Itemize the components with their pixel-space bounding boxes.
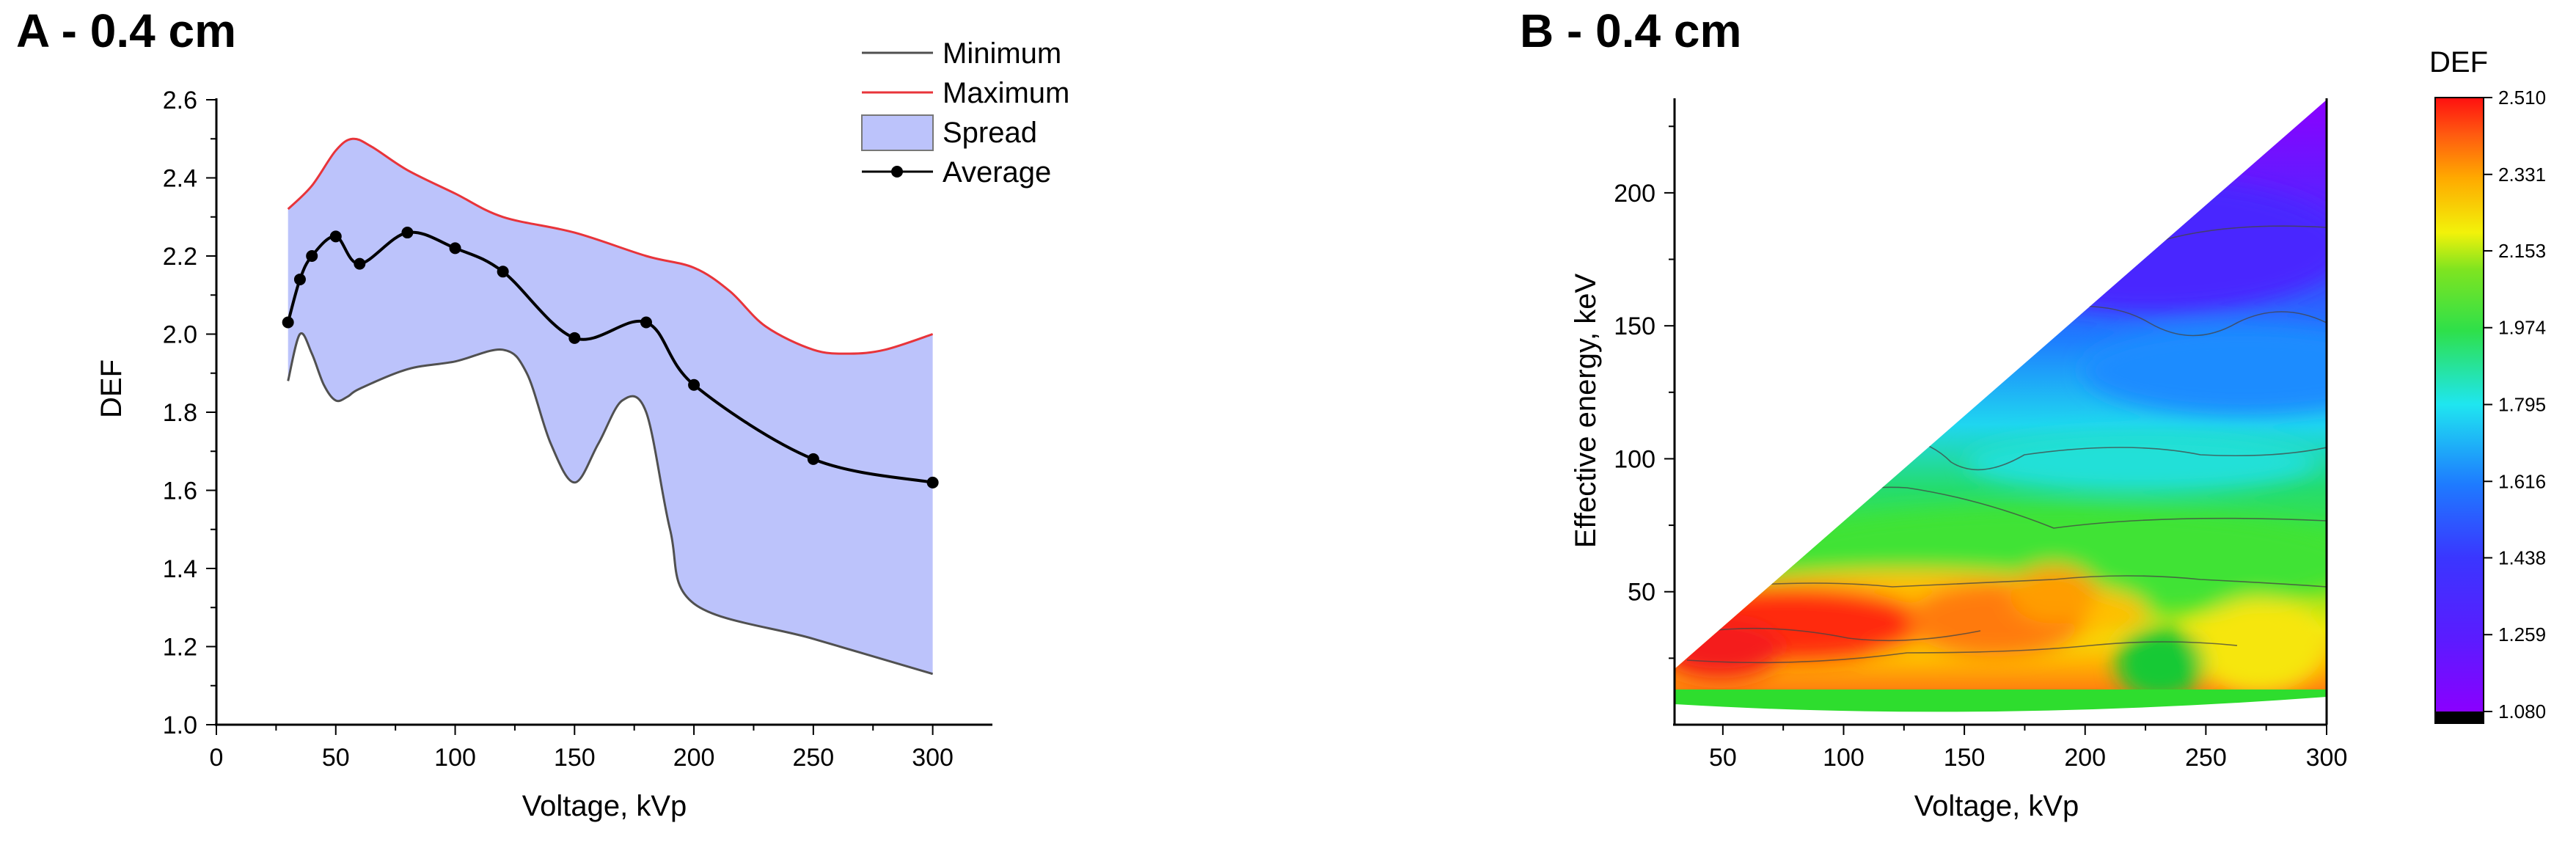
- field-bottom-edge: [1675, 697, 2327, 723]
- x-ticks: 0 50 100 150 200 250 300: [210, 725, 954, 772]
- x-tick-label-150: 150: [554, 744, 596, 772]
- b-y-ticks: 50 100 150 200: [1614, 125, 1675, 659]
- blob-yellow-right: [2193, 598, 2325, 693]
- legend-item-spread: Spread: [861, 114, 1037, 151]
- average-point-200: [688, 378, 700, 391]
- colorbar-ticks: 2.510 2.331 2.153 1.974 1.795 1.616 1.438 1.259…: [2484, 87, 2546, 723]
- average-points: [282, 227, 939, 489]
- b-y-tick-label-200: 200: [1614, 180, 1655, 208]
- colorbar-tick-label-1.259: 1.259: [2498, 623, 2546, 645]
- average-point-150: [568, 332, 581, 344]
- average-point-50: [329, 230, 342, 243]
- b-x-tick-label-200: 200: [2064, 744, 2106, 772]
- blob-orange-upper: [2010, 565, 2098, 623]
- blob-green-dark: [2116, 627, 2204, 700]
- legend-label-spread: Spread: [943, 117, 1037, 149]
- colorbar-title: DEF: [2429, 46, 2488, 78]
- contour-field: [1675, 100, 2327, 723]
- series-maximum: [287, 137, 934, 355]
- legend-item-maximum: Maximum: [862, 77, 1069, 109]
- series-minimum: [287, 332, 934, 676]
- b-x-tick-label-50: 50: [1709, 744, 1737, 772]
- colorbar-frame: [2434, 97, 2484, 724]
- blob-cyan: [1966, 433, 2318, 491]
- legend-item-minimum: Minimum: [862, 37, 1061, 70]
- b-x-tick-label-100: 100: [1823, 744, 1865, 772]
- colorbar-tick-label-1.974: 1.974: [2498, 317, 2546, 339]
- b-y-tick-label-100: 100: [1614, 445, 1655, 473]
- x-tick-label-200: 200: [673, 744, 715, 772]
- colorbar-tick-label-1.616: 1.616: [2498, 470, 2546, 492]
- b-x-ticks: 50 100 150 200 250 300: [1709, 725, 2347, 772]
- panel-b-title: B - 0.4 cm: [1520, 4, 1741, 57]
- colorbar-below-range: [2435, 712, 2484, 723]
- average-point-30: [282, 316, 294, 329]
- b-x-axis-label: Voltage, kVp: [1914, 790, 2079, 822]
- average-point-180: [640, 316, 652, 329]
- contour-line-2: [2053, 305, 2327, 337]
- blob-red-core: [1675, 587, 1929, 660]
- x-tick-label-100: 100: [434, 744, 476, 772]
- colorbar-tick-label-1.795: 1.795: [2498, 394, 2546, 416]
- y-tick-label-2.0: 2.0: [163, 321, 197, 349]
- b-y-tick-label-50: 50: [1628, 579, 1655, 607]
- average-point-35: [293, 273, 306, 285]
- b-y-axis-label: Effective energy, keV: [1570, 274, 1602, 549]
- legend-marker-average: [891, 166, 903, 178]
- legend: Minimum Maximum Spread Average: [861, 37, 1069, 189]
- colorbar-tick-label-2.510: 2.510: [2498, 87, 2546, 109]
- legend-label-minimum: Minimum: [943, 37, 1061, 70]
- colorbar-tick-label-1.438: 1.438: [2498, 546, 2546, 568]
- panel-a-title: A - 0.4 cm: [16, 4, 236, 57]
- average-point-250: [807, 453, 819, 465]
- b-x-tick-label-300: 300: [2306, 744, 2348, 772]
- colorbar: DEF 2.510 2.331 2.153 1.974 1.795 1.616 1.438 1…: [2429, 46, 2546, 724]
- b-x-tick-label-250: 250: [2185, 744, 2227, 772]
- average-point-120: [497, 266, 509, 278]
- contour-lines: [1686, 225, 2327, 664]
- y-tick-label-1.0: 1.0: [163, 712, 197, 739]
- y-axis-label: DEF: [95, 359, 128, 418]
- average-point-40: [306, 250, 318, 262]
- average-point-100: [449, 242, 461, 255]
- contour-line-5: [1723, 575, 2327, 588]
- y-tick-label-1.2: 1.2: [163, 634, 197, 662]
- average-point-80: [401, 227, 414, 239]
- blob-blue-upper: [1951, 180, 2327, 312]
- x-tick-label-250: 250: [792, 744, 834, 772]
- y-tick-label-1.6: 1.6: [163, 478, 197, 505]
- y-tick-label-2.2: 2.2: [163, 243, 197, 271]
- spread-area: [288, 139, 933, 674]
- panel-b: B - 0.4 cm: [1520, 4, 2546, 822]
- legend-label-maximum: Maximum: [943, 77, 1069, 109]
- legend-label-average: Average: [943, 156, 1051, 189]
- colorbar-tick-label-2.331: 2.331: [2498, 164, 2546, 186]
- contour-line-7: [1708, 627, 1981, 642]
- x-tick-label-300: 300: [912, 744, 954, 772]
- colorbar-gradient: [2435, 98, 2484, 712]
- y-tick-label-1.4: 1.4: [163, 555, 197, 583]
- x-tick-label-0: 0: [210, 744, 224, 772]
- colorbar-tick-label-2.153: 2.153: [2498, 240, 2546, 262]
- y-tick-label-2.6: 2.6: [163, 87, 197, 114]
- x-axis-label: Voltage, kVp: [522, 790, 687, 822]
- y-tick-label-2.4: 2.4: [163, 165, 197, 193]
- contour-line-6: [1686, 641, 2238, 664]
- contour-line-3: [1877, 438, 2327, 471]
- y-ticks: 1.0 1.2 1.4 1.6 1.8 2.0 2.2 2.4 2.6: [163, 87, 216, 739]
- b-x-tick-label-150: 150: [1944, 744, 1986, 772]
- blob-blue-mid: [2083, 326, 2327, 414]
- x-tick-label-50: 50: [322, 744, 350, 772]
- y-tick-label-1.8: 1.8: [163, 399, 197, 427]
- average-point-300: [926, 476, 939, 489]
- average-point-60: [354, 257, 366, 270]
- legend-item-average: Average: [862, 156, 1051, 189]
- panel-a: A - 0.4 cm 0 50 100 150 200 250 300 1.01.21.41…: [16, 4, 1069, 822]
- b-y-tick-label-150: 150: [1614, 312, 1655, 340]
- legend-swatch-spread: [861, 114, 934, 151]
- colorbar-tick-label-1.080: 1.080: [2498, 700, 2546, 723]
